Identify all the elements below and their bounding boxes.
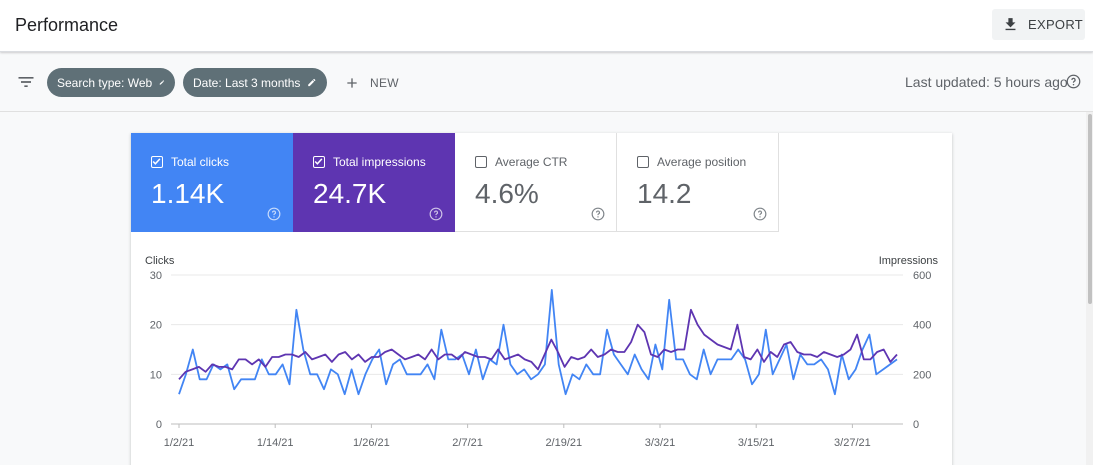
new-filter-button[interactable]: NEW [344, 72, 399, 94]
pencil-icon [308, 78, 316, 87]
right-tick-label: 600 [913, 270, 931, 282]
left-tick-label: 0 [156, 419, 162, 431]
checkbox-unchecked[interactable] [475, 156, 487, 168]
left-tick-label: 30 [150, 270, 162, 282]
series-line-impressions [178, 308, 898, 380]
metric-value: 1.14K [151, 178, 225, 209]
metric-label: Total impressions [333, 155, 426, 169]
x-tick-label: 2/7/21 [452, 437, 483, 449]
x-tick-label: 3/27/21 [834, 437, 871, 449]
top-bar: Performance EXPORT [0, 0, 1093, 52]
left-axis-label: Clicks [145, 255, 175, 267]
help-icon[interactable] [429, 207, 443, 221]
export-button[interactable]: EXPORT [992, 9, 1085, 40]
checkbox-checked[interactable] [313, 156, 325, 168]
right-axis-label: Impressions [879, 255, 939, 267]
check-icon [314, 158, 323, 165]
date-label: Date: Last 3 months [193, 75, 301, 90]
search-type-label: Search type: Web [57, 75, 153, 90]
check-icon [152, 158, 161, 165]
checkbox-unchecked[interactable] [637, 156, 649, 168]
metric-value: 24.7K [313, 178, 387, 209]
help-icon[interactable] [267, 207, 281, 221]
right-tick-label: 400 [913, 320, 931, 332]
help-icon[interactable] [591, 207, 605, 221]
x-tick-label: 2/19/21 [545, 437, 582, 449]
metric-value: 4.6% [475, 178, 539, 209]
right-tick-label: 200 [913, 369, 931, 381]
metric-average-ctr[interactable]: Average CTR 4.6% [455, 133, 617, 232]
plus-icon [347, 78, 357, 88]
last-updated-text: Last updated: 5 hours ago [905, 74, 1068, 90]
metric-label: Average CTR [495, 155, 568, 169]
left-tick-label: 20 [150, 320, 162, 332]
x-tick-label: 3/3/21 [645, 437, 676, 449]
metric-total-impressions[interactable]: Total impressions 24.7K [293, 133, 455, 232]
pencil-icon [159, 80, 165, 85]
date-chip[interactable]: Date: Last 3 months [183, 68, 327, 97]
filter-bar: Search type: Web Date: Last 3 months NEW… [0, 52, 1093, 112]
search-type-chip[interactable]: Search type: Web [47, 68, 175, 97]
x-tick-label: 1/26/21 [353, 437, 390, 449]
performance-card: Total clicks 1.14K Total impressions 24.… [131, 133, 952, 465]
help-icon[interactable] [1066, 74, 1081, 89]
new-label: NEW [370, 76, 399, 90]
metric-label: Average position [657, 155, 747, 169]
scrollbar-thumb[interactable] [1088, 114, 1092, 304]
metric-label: Total clicks [171, 155, 230, 169]
page-title: Performance [15, 15, 119, 35]
right-tick-label: 0 [913, 419, 919, 431]
filter-icon[interactable] [16, 72, 36, 92]
export-label: EXPORT [1028, 17, 1084, 32]
x-tick-label: 1/2/21 [164, 437, 195, 449]
series-line-clicks [178, 289, 898, 396]
checkbox-checked[interactable] [151, 156, 163, 168]
metric-value: 14.2 [637, 178, 692, 209]
metric-average-position[interactable]: Average position 14.2 [617, 133, 779, 232]
metric-total-clicks[interactable]: Total clicks 1.14K [131, 133, 293, 232]
performance-chart: 0 0 10 200 20 400 30 600 Clicks Impressions 1/2/21… [145, 255, 939, 449]
x-tick-label: 1/14/21 [257, 437, 294, 449]
left-tick-label: 10 [150, 369, 162, 381]
x-tick-label: 3/15/21 [738, 437, 775, 449]
download-icon [1005, 18, 1016, 31]
help-icon[interactable] [753, 207, 767, 221]
